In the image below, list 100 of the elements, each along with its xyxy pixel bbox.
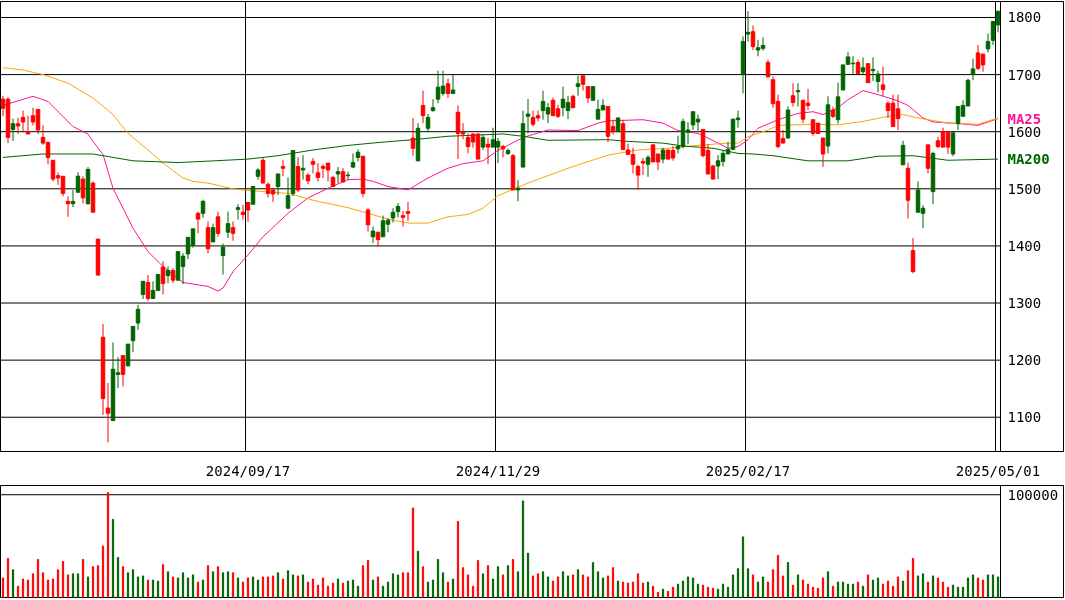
candlestick [320, 163, 326, 179]
x-tick-label: 2025/05/01 [955, 462, 1041, 479]
candlestick [940, 127, 946, 148]
candlestick [105, 382, 111, 443]
candlestick [445, 78, 451, 99]
candlestick [525, 98, 531, 134]
candlestick [45, 140, 51, 165]
candlestick [75, 171, 81, 193]
candlestick [760, 36, 766, 52]
y-tick-label: 1500 [1007, 180, 1042, 197]
candlestick [925, 144, 931, 174]
candlestick [275, 173, 281, 196]
candlestick [335, 166, 341, 184]
candlestick [755, 39, 761, 57]
candlestick [435, 70, 441, 104]
candlestick [575, 75, 581, 97]
candlestick [315, 162, 321, 182]
candlestick [695, 114, 701, 132]
candlestick [215, 211, 221, 238]
candlestick [630, 147, 636, 174]
candlestick [895, 94, 901, 131]
x-tick-label: 2025/02/17 [705, 462, 791, 479]
candlestick [485, 137, 491, 165]
candlestick [835, 82, 841, 125]
candlestick [800, 99, 806, 124]
candlestick [350, 152, 356, 169]
y-tick-label: 1200 [1007, 352, 1042, 369]
candlestick [225, 211, 231, 239]
candlestick [745, 10, 751, 42]
candlestick [260, 157, 266, 184]
candlestick [380, 215, 386, 238]
candlestick [645, 154, 651, 178]
candlestick [270, 187, 276, 203]
candlestick [195, 211, 201, 234]
candlestick [425, 113, 431, 133]
candlestick [80, 175, 86, 205]
candlestick [915, 180, 921, 213]
candlestick [220, 243, 226, 275]
candlestick [685, 121, 691, 145]
candlestick [365, 207, 371, 233]
candlestick [370, 226, 376, 244]
candlestick [35, 108, 41, 135]
candlestick [295, 156, 301, 193]
candlestick [975, 44, 981, 71]
candlestick [715, 154, 721, 180]
candlestick [325, 162, 331, 182]
y-tick-label: 1800 [1007, 9, 1042, 26]
candlestick [690, 111, 696, 131]
candlestick [635, 164, 641, 191]
candlestick [945, 131, 951, 155]
x-tick-label: 2024/11/29 [455, 462, 541, 479]
candlestick [790, 82, 796, 108]
candlestick [950, 131, 956, 157]
candlestick [545, 102, 551, 124]
candlestick [880, 66, 886, 97]
candlestick [565, 95, 571, 120]
candlestick [120, 355, 126, 387]
candlestick [595, 99, 601, 120]
candlestick [135, 304, 141, 331]
y-tick-label: 1400 [1007, 237, 1042, 254]
candlestick [890, 94, 896, 128]
candlestick [285, 176, 291, 209]
candlestick [820, 137, 826, 168]
candlestick [280, 159, 286, 177]
candlestick [410, 117, 416, 157]
candlestick [245, 202, 251, 223]
y-tick-label: 1100 [1007, 409, 1042, 426]
candlestick [535, 110, 541, 122]
candlestick [440, 70, 446, 97]
candlestick [310, 157, 316, 174]
x-tick-label: 2024/09/17 [205, 462, 291, 479]
candlestick [860, 56, 866, 75]
candlestick [10, 118, 16, 142]
series-label: MA200 [1007, 151, 1050, 168]
y-tick-label: 1700 [1007, 66, 1042, 83]
candlestick [970, 58, 976, 81]
candlestick [50, 159, 56, 182]
y-tick-label: 100000 [1007, 486, 1059, 503]
candlestick [450, 74, 456, 94]
candlestick [390, 207, 396, 223]
y-tick-label: 1300 [1007, 295, 1042, 312]
candlestick [495, 137, 501, 164]
candlestick [385, 217, 391, 233]
candlestick [985, 32, 991, 53]
candlestick [15, 117, 21, 135]
candlestick [200, 199, 206, 219]
candlestick [25, 115, 31, 135]
candlestick [145, 274, 151, 302]
candlestick [235, 203, 241, 221]
candlestick [160, 260, 166, 295]
candlestick [345, 171, 351, 181]
candlestick [400, 210, 406, 227]
candlestick [515, 179, 521, 202]
candlestick [230, 220, 236, 242]
candlestick [210, 223, 216, 243]
candlestick [640, 157, 646, 176]
candlestick [750, 24, 756, 51]
candlestick [530, 110, 536, 128]
candlestick [300, 154, 306, 181]
candlestick [405, 201, 411, 222]
